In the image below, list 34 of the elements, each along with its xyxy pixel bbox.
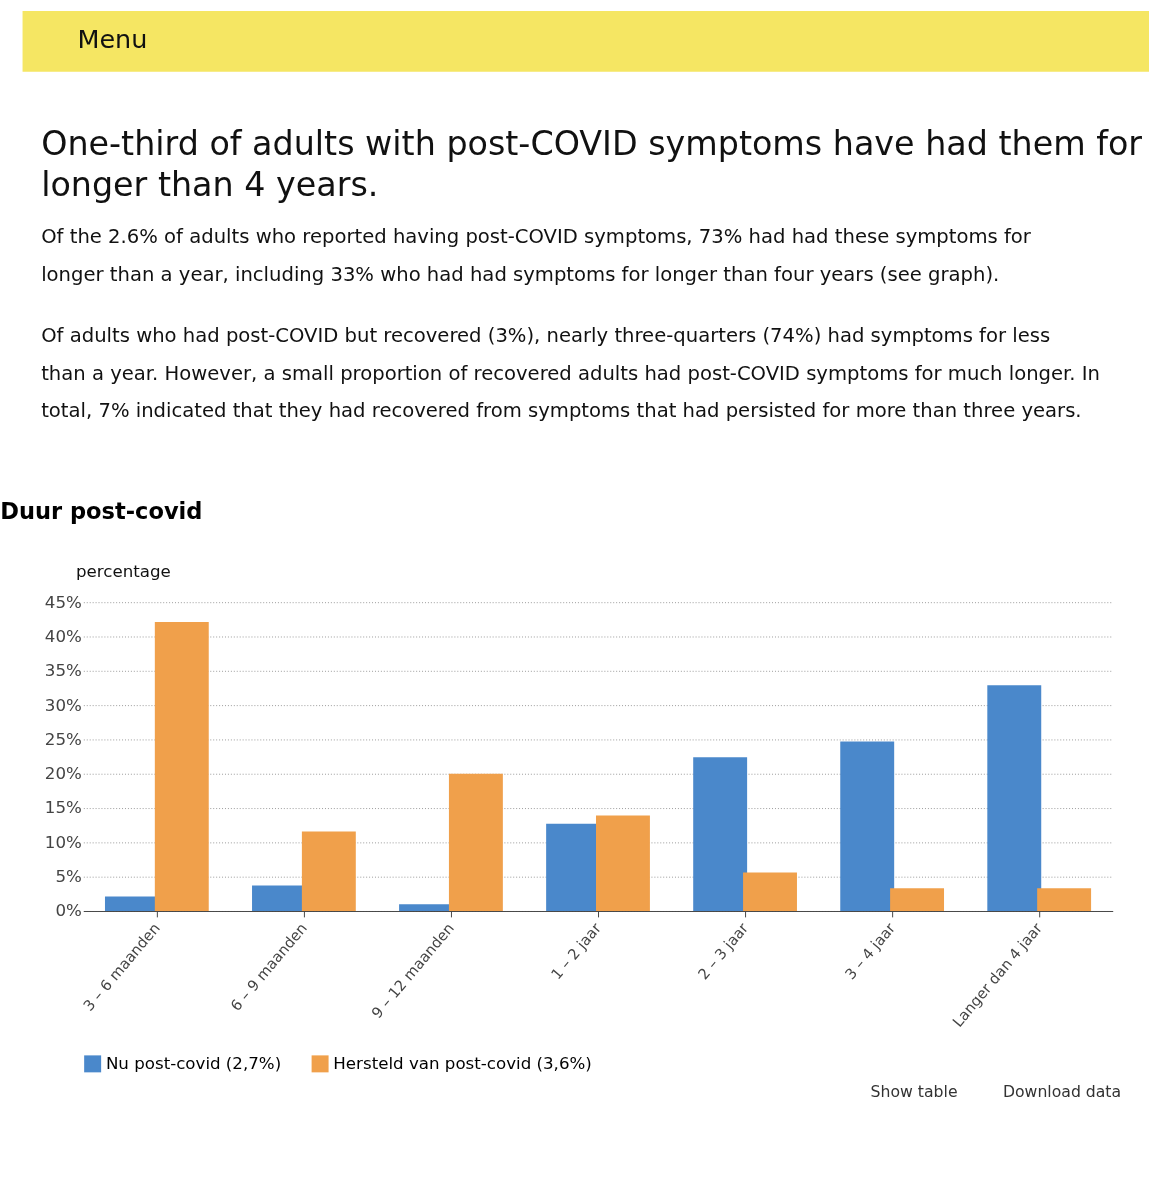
y-tick-label: 20% — [44, 764, 82, 784]
y-tick-label: 40% — [44, 626, 82, 646]
y-tick-label: 30% — [44, 695, 82, 715]
legend-label: Nu post-covid (2,7%) — [105, 1053, 282, 1073]
text: longer than a year, including 33% who had had symptoms for longer than four years (see graph). — [41, 262, 1000, 286]
y-tick-label: 45% — [44, 592, 82, 612]
y-tick-label: 35% — [44, 661, 82, 681]
text: total, 7% indicated that they had recovered from symptoms that had persisted for more than three years. — [41, 398, 1082, 422]
y-axis-title: percentage — [75, 562, 171, 582]
bar — [890, 888, 945, 911]
legend-label: Hersteld van post-covid (3,6%) — [333, 1053, 592, 1073]
bar — [743, 872, 797, 911]
text: Of the 2.6% of adults who reported having post-COVID symptoms, 73% had had these symptoms for — [41, 225, 1032, 249]
bar — [154, 622, 209, 911]
text: One-third of adults with post-COVID symptoms have had them for — [41, 124, 1143, 164]
bar — [448, 773, 503, 911]
chart-title: Duur post-covid — [0, 497, 203, 524]
bar — [301, 831, 356, 911]
bar — [840, 741, 895, 911]
y-tick-label: 10% — [44, 832, 82, 852]
text: than a year. However, a small proportion of recovered adults had post-COVID symptoms for much longer. In — [41, 361, 1101, 385]
text: Download data — [1002, 1082, 1122, 1102]
bar — [987, 685, 1042, 911]
text: Menu — [77, 24, 148, 55]
y-tick-label: 5% — [55, 867, 82, 887]
bar — [1037, 888, 1092, 911]
y-tick-label: 25% — [44, 729, 82, 749]
y-tick-label: 0% — [55, 901, 82, 921]
text: longer than 4 years. — [41, 165, 379, 205]
text: Of adults who had post-COVID but recovered (3%), nearly three-quarters (74%) had symptoms for less — [41, 324, 1051, 348]
text: Show table — [870, 1082, 958, 1102]
y-tick-label: 15% — [44, 798, 82, 818]
bar — [693, 757, 748, 911]
bar — [595, 815, 650, 911]
